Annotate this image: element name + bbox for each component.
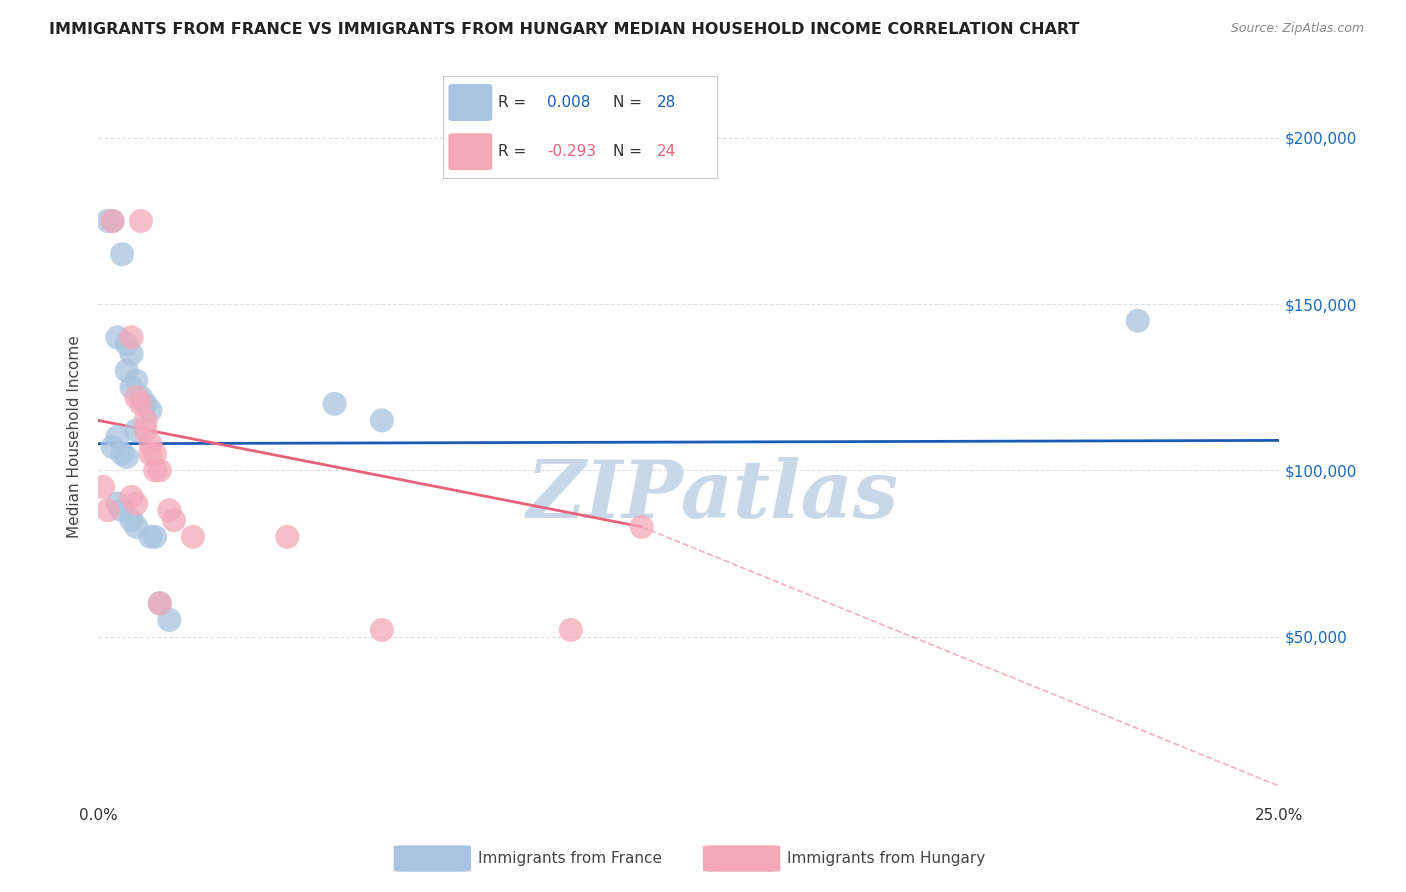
Point bbox=[105, 497, 128, 511]
Point bbox=[139, 530, 162, 544]
Point bbox=[121, 380, 143, 394]
Point bbox=[125, 390, 148, 404]
Point bbox=[139, 447, 162, 461]
Point bbox=[143, 463, 166, 477]
Point bbox=[111, 503, 134, 517]
Text: ZIPatlas: ZIPatlas bbox=[526, 457, 898, 534]
Text: IMMIGRANTS FROM FRANCE VS IMMIGRANTS FROM HUNGARY MEDIAN HOUSEHOLD INCOME CORREL: IMMIGRANTS FROM FRANCE VS IMMIGRANTS FRO… bbox=[49, 22, 1080, 37]
Point bbox=[91, 480, 114, 494]
Point bbox=[143, 530, 166, 544]
Text: R =: R = bbox=[498, 145, 526, 160]
Point bbox=[323, 397, 346, 411]
Text: -0.293: -0.293 bbox=[547, 145, 596, 160]
Text: 28: 28 bbox=[657, 95, 676, 110]
FancyBboxPatch shape bbox=[449, 133, 492, 170]
Point bbox=[143, 447, 166, 461]
Point bbox=[121, 513, 143, 527]
Point bbox=[149, 463, 172, 477]
Point bbox=[105, 330, 128, 344]
Point bbox=[139, 436, 162, 450]
Point bbox=[111, 247, 134, 261]
Point bbox=[115, 363, 138, 377]
Point bbox=[139, 403, 162, 417]
Text: Source: ZipAtlas.com: Source: ZipAtlas.com bbox=[1230, 22, 1364, 36]
Text: 0.008: 0.008 bbox=[547, 95, 591, 110]
Point bbox=[115, 337, 138, 351]
FancyBboxPatch shape bbox=[449, 84, 492, 121]
FancyBboxPatch shape bbox=[394, 846, 471, 871]
Point bbox=[111, 447, 134, 461]
Point bbox=[125, 424, 148, 438]
Point bbox=[125, 520, 148, 534]
Point bbox=[371, 413, 394, 427]
Text: Immigrants from France: Immigrants from France bbox=[478, 851, 662, 866]
Point bbox=[101, 214, 124, 228]
Point bbox=[135, 397, 157, 411]
Point bbox=[135, 424, 157, 438]
Point bbox=[101, 214, 124, 228]
Point bbox=[97, 214, 120, 228]
Point bbox=[121, 347, 143, 361]
Point bbox=[135, 413, 157, 427]
Point bbox=[121, 330, 143, 344]
Point bbox=[149, 596, 172, 610]
Point bbox=[163, 513, 186, 527]
Point bbox=[125, 497, 148, 511]
Point bbox=[129, 214, 152, 228]
Point bbox=[560, 623, 582, 637]
Point bbox=[371, 623, 394, 637]
Text: R =: R = bbox=[498, 95, 526, 110]
Point bbox=[1126, 314, 1149, 328]
Point bbox=[125, 374, 148, 388]
Text: N =: N = bbox=[613, 95, 643, 110]
FancyBboxPatch shape bbox=[703, 846, 780, 871]
Y-axis label: Median Household Income: Median Household Income bbox=[67, 335, 83, 539]
Text: Immigrants from Hungary: Immigrants from Hungary bbox=[787, 851, 986, 866]
Point bbox=[121, 490, 143, 504]
Text: 24: 24 bbox=[657, 145, 676, 160]
Point bbox=[276, 530, 298, 544]
Point bbox=[149, 596, 172, 610]
Point bbox=[630, 520, 652, 534]
Point bbox=[157, 613, 180, 627]
Point bbox=[129, 397, 152, 411]
Point bbox=[181, 530, 204, 544]
Point bbox=[101, 440, 124, 454]
Point bbox=[105, 430, 128, 444]
Point bbox=[97, 503, 120, 517]
Point bbox=[129, 390, 152, 404]
Point bbox=[157, 503, 180, 517]
Point bbox=[115, 450, 138, 464]
Text: N =: N = bbox=[613, 145, 643, 160]
